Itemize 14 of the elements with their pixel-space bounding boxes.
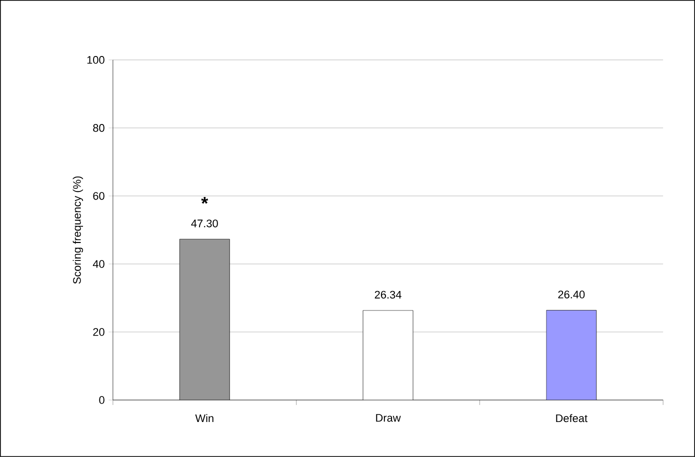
y-tick-label: 80 — [93, 124, 104, 132]
y-tick-label: 60 — [93, 192, 104, 200]
y-tick-label: 40 — [92, 260, 104, 268]
data-label: 26.34 — [374, 290, 402, 299]
y-axis-title: Scoring frequency (%) — [72, 176, 84, 284]
data-label: 47.30 — [191, 220, 218, 228]
y-tick-label: 20 — [93, 328, 104, 336]
data-label: 26.40 — [558, 290, 585, 298]
annotation: * — [201, 197, 208, 204]
x-tick-label: Win — [195, 414, 214, 422]
y-tick-label: 100 — [87, 56, 104, 64]
x-tick-label: Defeat — [556, 414, 588, 422]
y-tick-label: 0 — [99, 396, 104, 404]
x-tick-label: Draw — [376, 414, 401, 422]
